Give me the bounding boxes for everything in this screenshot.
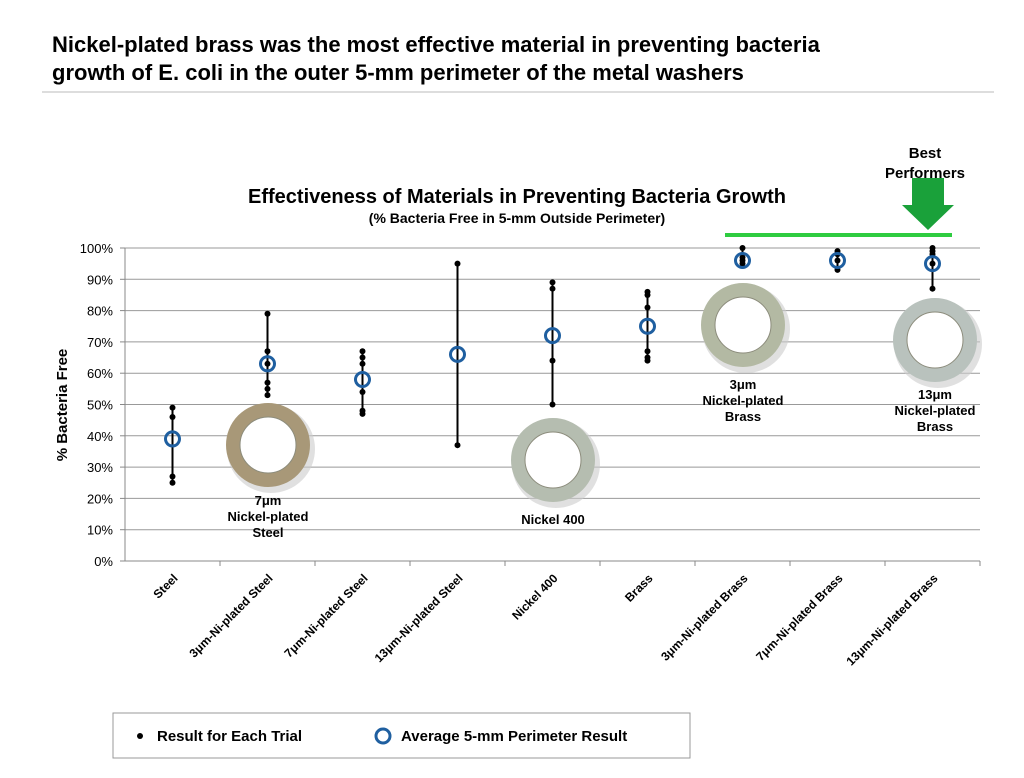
- y-tick-label: 0%: [94, 554, 113, 569]
- washer-hole: [524, 431, 582, 489]
- callout-text: Performers: [885, 165, 965, 182]
- annotation: 7μm: [255, 493, 282, 508]
- trial-dot: [264, 379, 271, 386]
- y-tick-label: 60%: [87, 366, 113, 381]
- y-tick-label: 30%: [87, 460, 113, 475]
- legend-label: Result for Each Trial: [157, 728, 302, 745]
- y-tick-label: 70%: [87, 335, 113, 350]
- x-tick-label: 7μm-Ni-plated Brass: [753, 571, 846, 664]
- washer: [893, 298, 977, 382]
- trial-dot: [264, 392, 271, 399]
- chart-title: Effectiveness of Materials in Preventing…: [248, 186, 786, 208]
- x-tick-label: 3μm-Ni-plated Brass: [658, 571, 751, 664]
- trial-dot: [359, 348, 366, 355]
- trial-dot: [644, 348, 651, 355]
- average-marker: [734, 252, 751, 270]
- x-tick-label: 3μm-Ni-plated Steel: [187, 571, 276, 660]
- trial-dot: [549, 279, 556, 286]
- chart-subtitle: (% Bacteria Free in 5-mm Outside Perimet…: [369, 210, 665, 226]
- trial-dot: [359, 360, 366, 367]
- y-tick-label: 10%: [87, 523, 113, 538]
- washer-hole: [714, 296, 772, 354]
- y-tick-label: 50%: [87, 398, 113, 413]
- annotation: Nickel-plated: [703, 393, 784, 408]
- x-tick-label: Nickel 400: [509, 571, 561, 623]
- trial-dot: [739, 245, 746, 251]
- trial-dot: [454, 442, 461, 449]
- trial-dot: [834, 257, 841, 264]
- trial-dot: [359, 410, 366, 417]
- trial-dot: [264, 348, 271, 355]
- trial-dot: [644, 304, 651, 311]
- legend-box: [112, 712, 691, 759]
- trial-dot: [644, 291, 651, 298]
- trial-dot: [644, 357, 651, 364]
- annotation: 13μm: [918, 387, 952, 402]
- legend-label: Average 5-mm Perimeter Result: [401, 728, 627, 745]
- x-tick-label: 13μm-Ni-plated Brass: [843, 571, 940, 668]
- trial-dot: [264, 385, 271, 392]
- average-marker: [354, 370, 371, 388]
- annotation: Steel: [252, 525, 283, 540]
- trial-dot: [739, 260, 746, 267]
- x-tick-label: 7μm-Ni-plated Steel: [282, 571, 371, 660]
- y-tick-label: 40%: [87, 429, 113, 444]
- annotation: Brass: [725, 409, 761, 424]
- average-marker: [259, 355, 276, 373]
- trial-dot: [549, 357, 556, 364]
- average-marker: [639, 317, 656, 335]
- x-tick-label: Steel: [150, 571, 180, 601]
- trial-dot: [454, 260, 461, 267]
- trial-dot: [549, 285, 556, 292]
- average-marker: [829, 252, 846, 270]
- y-tick-label: 20%: [87, 491, 113, 506]
- trial-dot: [929, 285, 936, 292]
- annotation: Brass: [917, 419, 953, 434]
- trial-dot: [169, 404, 176, 411]
- legend-dot: [137, 733, 143, 739]
- washer: [511, 418, 595, 502]
- annotation: Nickel 400: [521, 512, 585, 527]
- callout-arrow: [902, 178, 954, 230]
- average-marker: [164, 430, 181, 448]
- legend-ring: [374, 727, 392, 745]
- average-marker: [449, 345, 466, 363]
- washer: [226, 403, 310, 487]
- trial-dot: [264, 310, 271, 317]
- trial-dot: [169, 479, 176, 486]
- y-tick-label: 80%: [87, 304, 113, 319]
- x-tick-label: 13μm-Ni-plated Steel: [372, 571, 466, 665]
- washer: [701, 283, 785, 367]
- trial-dot: [264, 360, 271, 367]
- trial-dot: [169, 414, 176, 421]
- average-marker: [924, 255, 941, 273]
- y-axis-label: % Bacteria Free: [54, 349, 71, 462]
- average-marker: [544, 327, 561, 345]
- trial-dot: [169, 473, 176, 480]
- callout-text: Best: [909, 145, 942, 162]
- annotation: Nickel-plated: [228, 509, 309, 524]
- header-line: Nickel-plated brass was the most effecti…: [52, 32, 821, 57]
- header-line: growth of E. coli in the outer 5-mm peri…: [52, 60, 744, 85]
- annotation: Nickel-plated: [895, 403, 976, 418]
- washer-hole: [239, 416, 297, 474]
- x-tick-label: Brass: [622, 571, 656, 605]
- trial-dot: [359, 354, 366, 361]
- trial-dot: [359, 388, 366, 395]
- y-tick-label: 100%: [80, 241, 114, 256]
- washer-hole: [906, 311, 964, 369]
- annotation: 3μm: [730, 377, 757, 392]
- trial-dot: [929, 260, 936, 267]
- y-tick-label: 90%: [87, 272, 113, 287]
- trial-dot: [549, 401, 556, 408]
